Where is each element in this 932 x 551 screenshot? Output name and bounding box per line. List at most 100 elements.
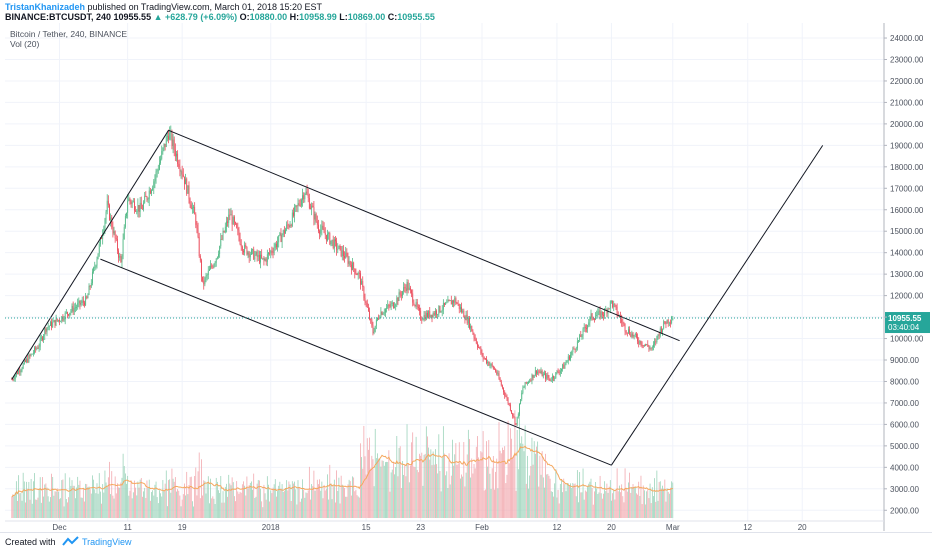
candle-body (670, 322, 671, 324)
candle-body (29, 355, 31, 357)
volume-bar (38, 488, 40, 518)
volume-bar (137, 481, 139, 518)
volume-bar (404, 465, 406, 518)
volume-bar (454, 454, 456, 518)
volume-bar (564, 484, 566, 518)
volume-bar (582, 468, 584, 518)
footer: Created with TradingView (0, 532, 932, 551)
volume-bar (559, 484, 561, 518)
volume-bar (549, 478, 551, 518)
symbol-name: BINANCE:BTCUSDT, 240 (5, 12, 112, 22)
volume-bar (23, 481, 25, 518)
candle-body (389, 305, 391, 307)
volume-bar (528, 488, 529, 518)
volume-bar (597, 494, 599, 518)
candle-body (132, 201, 134, 203)
candle-body (659, 328, 661, 336)
series-legend: Bitcoin / Tether, 240, BINANCE (10, 29, 128, 39)
candle-body (647, 344, 649, 347)
volume-bar (621, 484, 623, 518)
candle-body (433, 312, 435, 315)
volume-bar (69, 477, 71, 518)
candle-body (662, 328, 663, 333)
candle-body (622, 322, 624, 324)
volume-bar (566, 483, 568, 518)
candle-body (571, 352, 573, 355)
volume-bar (122, 453, 124, 518)
candle-body (65, 312, 67, 313)
volume-bar (655, 501, 657, 518)
volume-bar (483, 490, 485, 518)
author-link[interactable]: TristanKhanizadeh (5, 2, 86, 12)
tradingview-brand-link[interactable]: TradingView (82, 537, 132, 547)
candle-body (155, 171, 157, 179)
y-tick-label: 5000.00 (890, 442, 919, 451)
volume-bar (506, 474, 508, 518)
volume-bar (213, 498, 215, 518)
candle-body (53, 320, 55, 323)
candle-body (321, 225, 323, 230)
candle-body (201, 260, 202, 277)
volume-bar (139, 479, 141, 518)
candle-body (54, 320, 56, 326)
candle-body (430, 314, 432, 318)
candle-body (245, 244, 247, 248)
volume-bar (282, 491, 284, 518)
volume-bar (607, 492, 609, 518)
volume-bar (380, 466, 382, 518)
candle-body (293, 212, 294, 216)
candle-body (637, 336, 638, 342)
volume-bar (521, 436, 523, 518)
volume-bar (470, 477, 472, 518)
volume-bar (179, 495, 181, 518)
volume-bar (423, 454, 425, 518)
candle-body (537, 371, 539, 374)
candle-body (171, 132, 173, 147)
candle-body (228, 214, 230, 223)
candle-body (590, 313, 592, 317)
candle-body (482, 353, 484, 358)
volume-bar (128, 495, 130, 518)
volume-bar (488, 439, 490, 518)
volume-bar (117, 483, 118, 518)
volume-bar (417, 472, 419, 518)
volume-bar (90, 493, 92, 518)
candle-body (198, 236, 200, 257)
volume-bar (591, 488, 593, 518)
candle-body (371, 319, 373, 326)
candle-body (70, 310, 72, 313)
candle-body (419, 308, 420, 311)
candle-body (22, 363, 24, 369)
candle-body (67, 312, 68, 315)
volume-bar (379, 458, 381, 518)
candle-body (390, 303, 392, 307)
x-tick-label: 19 (178, 523, 187, 532)
volume-bar (631, 486, 633, 518)
volume-bar (649, 483, 651, 518)
price-chart[interactable]: 10955.5503:40:042000.003000.004000.00500… (0, 0, 932, 532)
volume-bar (555, 469, 557, 518)
candle-body (471, 325, 473, 332)
candle-body (660, 328, 662, 333)
candle-body (99, 237, 101, 245)
volume-bar (105, 482, 107, 518)
candle-body (427, 313, 428, 317)
candle-body (295, 205, 297, 208)
candle-body (464, 317, 466, 320)
x-tick-label: 23 (416, 523, 425, 532)
volume-bar (121, 477, 123, 518)
candle-body (179, 167, 181, 172)
volume-bar (189, 477, 191, 518)
y-tick-label: 4000.00 (890, 463, 919, 472)
candle-body (362, 281, 364, 287)
volume-bar (283, 491, 285, 518)
candle-body (44, 328, 46, 336)
candle-body (87, 294, 89, 299)
volume-bar (661, 488, 662, 518)
volume-bar (340, 475, 342, 518)
candle-body (532, 374, 534, 378)
volume-bar (353, 477, 355, 518)
candle-body (266, 254, 268, 262)
candle-body (465, 314, 467, 320)
candle-body (218, 254, 219, 257)
